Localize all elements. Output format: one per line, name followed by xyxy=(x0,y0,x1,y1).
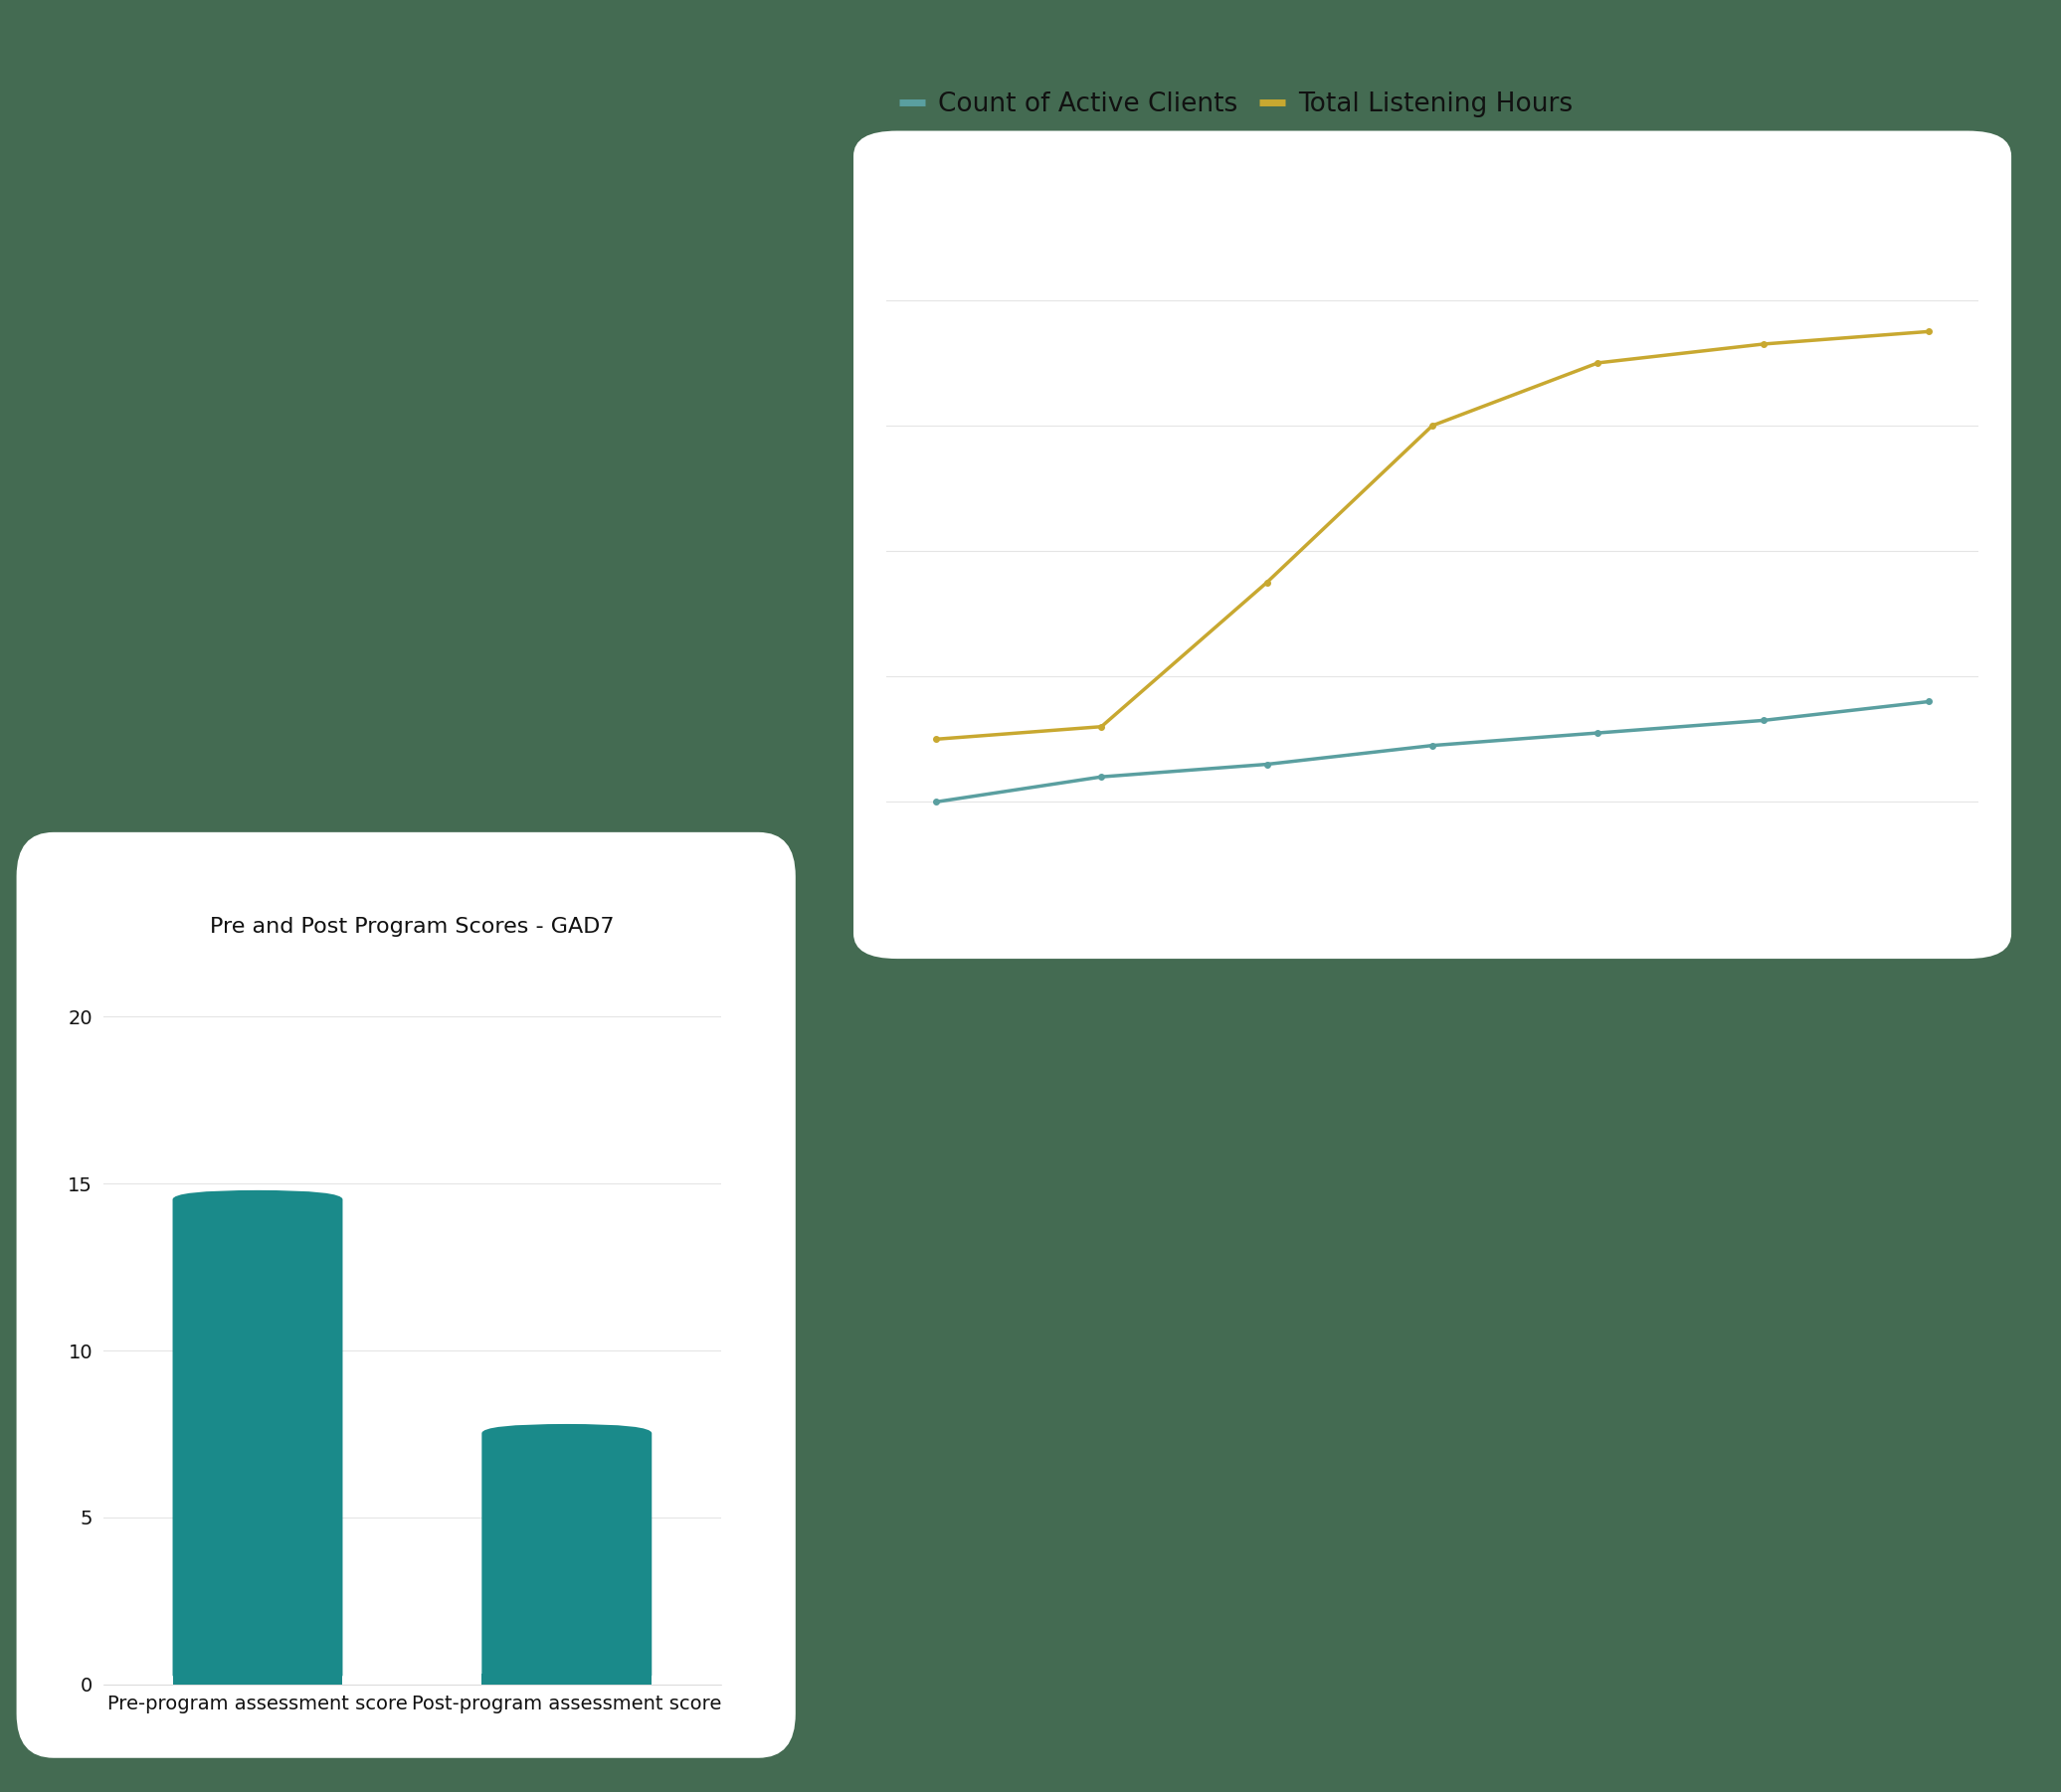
FancyBboxPatch shape xyxy=(482,1425,651,1684)
FancyBboxPatch shape xyxy=(16,831,796,1758)
FancyBboxPatch shape xyxy=(853,131,2012,959)
Bar xyxy=(173,1674,342,1684)
Bar xyxy=(482,1674,651,1684)
Title: Pre and Post Program Scores - GAD7: Pre and Post Program Scores - GAD7 xyxy=(210,918,614,937)
Legend: Count of Active Clients, Total Listening Hours: Count of Active Clients, Total Listening… xyxy=(888,81,1583,127)
FancyBboxPatch shape xyxy=(173,1190,342,1684)
